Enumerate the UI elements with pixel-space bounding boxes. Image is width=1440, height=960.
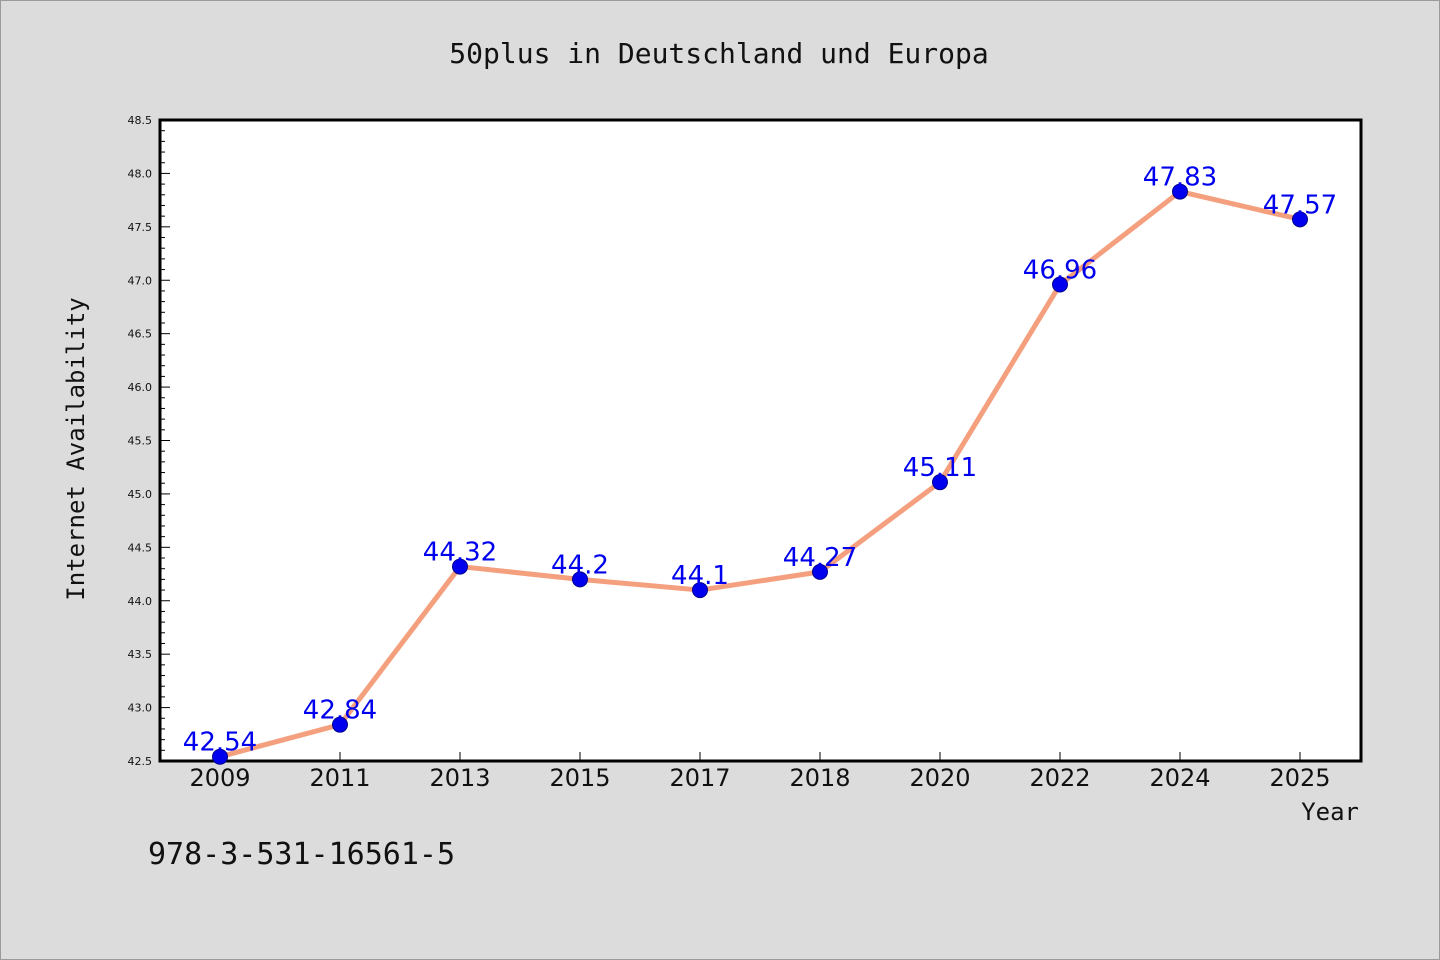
data-point-label: 45.11	[903, 453, 977, 483]
plot-area	[160, 120, 1361, 761]
data-point-label: 46.96	[1023, 256, 1097, 286]
y-tick-label: 47.5	[128, 221, 153, 234]
y-tick-label: 44.0	[128, 595, 153, 608]
isbn-caption: 978-3-531-16561-5	[148, 837, 455, 872]
x-tick-label: 2018	[789, 764, 850, 792]
data-labels: 42.54 42.84 44.32 44.2 44.1 44.27 45.11 46.96 47…	[183, 163, 1337, 758]
y-axis-ticks: 42.5 43.0 43.5 44.0 44.5 45.0 45.5 46.0 46.5 47.0…	[128, 114, 170, 768]
y-tick-label: 42.5	[128, 755, 153, 768]
y-tick-label: 48.0	[128, 167, 153, 180]
x-tick-label: 2022	[1029, 764, 1090, 792]
x-axis-label: Year	[1301, 798, 1359, 826]
data-markers	[212, 183, 1308, 765]
x-tick-label: 2020	[909, 764, 970, 792]
data-point-marker	[332, 716, 348, 733]
x-axis-ticks: 2009 2011 2013 2015 2017 2018 2020 2022 2024 2025	[189, 752, 1331, 792]
data-point-label: 42.84	[303, 696, 377, 726]
y-tick-label: 46.0	[128, 381, 153, 394]
data-point-label: 44.1	[671, 561, 729, 591]
data-point-label: 44.27	[783, 543, 857, 573]
y-tick-label: 47.0	[128, 274, 153, 287]
x-tick-label: 2017	[669, 764, 730, 792]
data-point-marker	[692, 582, 708, 599]
data-point-marker	[1292, 211, 1308, 228]
y-tick-label: 44.5	[128, 541, 153, 554]
data-point-label: 42.54	[183, 728, 257, 758]
chart-title: 50plus in Deutschland und Europa	[449, 37, 988, 70]
plot-frame	[158, 118, 1363, 763]
y-tick-label: 43.0	[128, 702, 153, 715]
data-point-marker	[1052, 276, 1068, 293]
x-tick-label: 2011	[309, 764, 370, 792]
data-point-label: 44.2	[551, 550, 609, 580]
data-point-label: 47.57	[1263, 190, 1337, 220]
y-axis-label: Internet Availability	[62, 297, 90, 600]
data-point-marker	[212, 748, 228, 765]
data-point-label: 44.32	[423, 538, 497, 568]
data-point-marker	[452, 558, 468, 575]
data-point-marker	[812, 563, 828, 580]
series-line	[217, 189, 1303, 760]
x-tick-label: 2009	[189, 764, 250, 792]
data-point-marker	[1172, 183, 1188, 200]
data-point-marker	[572, 571, 588, 588]
y-tick-label: 45.0	[128, 488, 153, 501]
y-tick-label: 43.5	[128, 648, 153, 661]
x-tick-label: 2025	[1269, 764, 1330, 792]
data-point-label: 47.83	[1143, 163, 1217, 193]
x-tick-label: 2015	[549, 764, 610, 792]
y-tick-label: 45.5	[128, 435, 153, 448]
y-tick-label: 48.5	[128, 114, 153, 127]
y-tick-label: 46.5	[128, 328, 153, 341]
x-tick-label: 2024	[1149, 764, 1210, 792]
data-point-marker	[932, 474, 948, 491]
x-tick-label: 2013	[429, 764, 490, 792]
